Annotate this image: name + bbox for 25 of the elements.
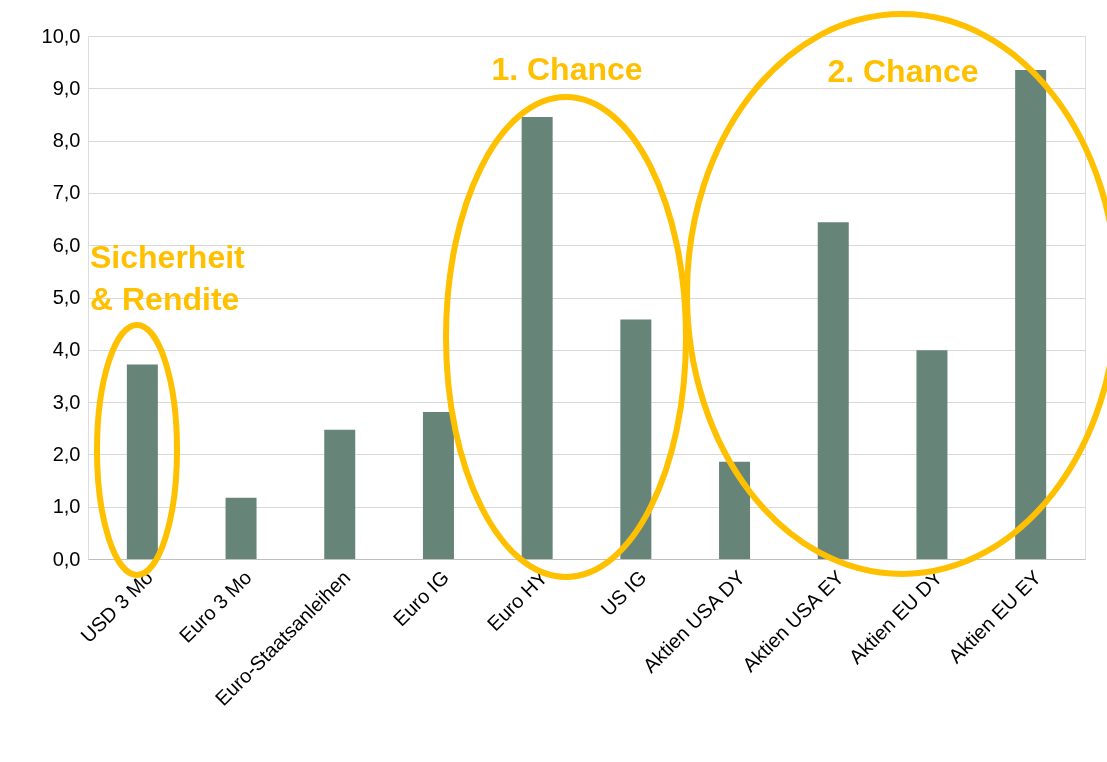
- y-tick-label: 1,0: [52, 495, 81, 518]
- y-tick-label: 10,0: [41, 24, 81, 47]
- bar: [719, 461, 751, 559]
- bar: [324, 429, 356, 559]
- bar: [916, 350, 948, 559]
- annotation: Sicherheit & Rendite: [90, 239, 246, 317]
- y-tick-label: 8,0: [52, 129, 81, 152]
- bar: [422, 412, 454, 559]
- annotation: 1. Chance: [491, 51, 643, 87]
- annotation: 2. Chance: [827, 53, 979, 89]
- bar: [225, 497, 257, 559]
- bar: [1015, 70, 1047, 559]
- bar: [521, 117, 553, 559]
- bar: [620, 319, 652, 559]
- x-tick-label: Euro IG: [388, 566, 454, 631]
- y-tick-label: 2,0: [52, 442, 81, 465]
- y-tick-label: 7,0: [52, 181, 81, 204]
- bar: [817, 222, 849, 559]
- bar: [126, 364, 158, 559]
- y-tick-label: 6,0: [52, 233, 81, 256]
- y-tick-label: 9,0: [52, 76, 81, 99]
- y-tick-label: 3,0: [52, 390, 81, 413]
- x-tick-label: US IG: [596, 566, 651, 621]
- y-tick-label: 4,0: [52, 338, 81, 361]
- y-tick-label: 5,0: [52, 286, 81, 308]
